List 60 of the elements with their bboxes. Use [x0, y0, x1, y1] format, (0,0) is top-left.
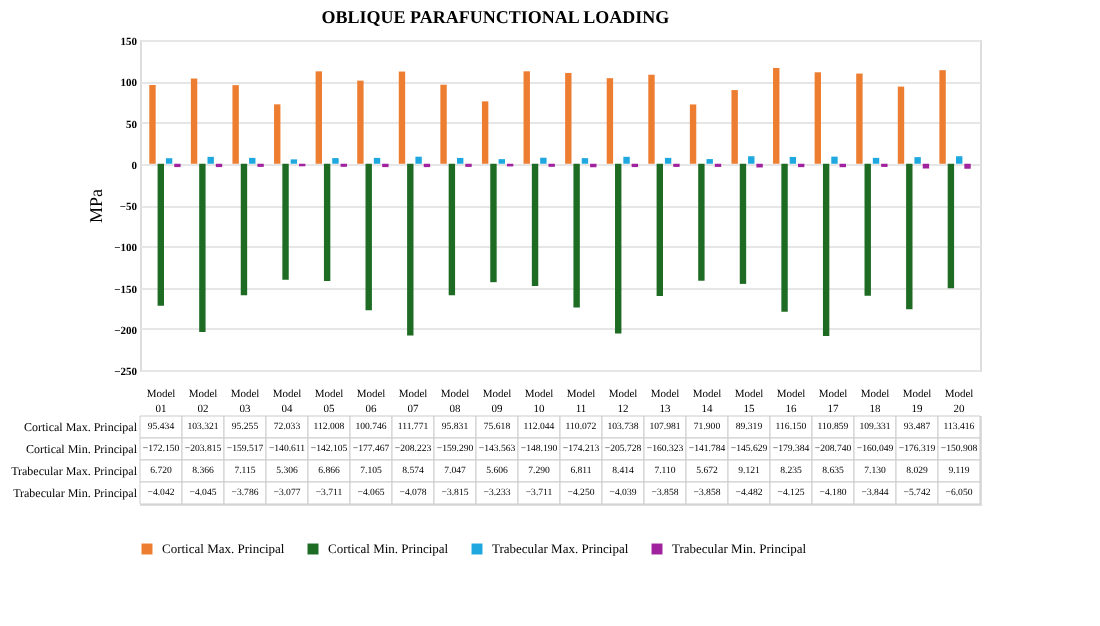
bar [698, 163, 705, 281]
bar [831, 156, 838, 164]
bar [689, 104, 697, 164]
bar [332, 158, 339, 164]
bar [407, 163, 414, 336]
bar [190, 78, 198, 164]
bar [531, 163, 539, 287]
bar [581, 158, 589, 164]
bar [623, 156, 630, 164]
bar [357, 80, 364, 164]
bar [540, 157, 547, 164]
bar [199, 163, 206, 332]
bar [323, 163, 331, 281]
bar [490, 163, 497, 283]
bar [773, 67, 780, 164]
bar [165, 158, 173, 164]
bar [573, 163, 580, 308]
bar [249, 157, 256, 164]
bar [440, 84, 447, 164]
bar [457, 157, 464, 164]
bar [365, 163, 372, 311]
bar [448, 163, 456, 296]
bar [648, 74, 655, 164]
y-axis-title: MPa [86, 188, 107, 224]
bar [207, 156, 214, 164]
bar [315, 71, 323, 164]
bar [282, 163, 289, 280]
bar [398, 71, 406, 164]
bar [906, 163, 913, 310]
bar [939, 70, 946, 164]
bar [964, 163, 971, 169]
bar [565, 72, 572, 164]
bar [615, 163, 622, 334]
bar [822, 163, 830, 336]
bar [274, 104, 281, 164]
bar [789, 156, 797, 164]
bar [864, 163, 871, 296]
bar [856, 73, 863, 164]
bar [956, 156, 963, 164]
bar [914, 157, 921, 164]
bar [232, 85, 239, 164]
bar [947, 163, 955, 289]
bar [606, 78, 614, 164]
bar [481, 101, 489, 164]
bar [149, 85, 156, 164]
bar [739, 163, 747, 284]
bar [157, 163, 164, 306]
bar [664, 157, 672, 164]
bar [415, 156, 422, 164]
bar [373, 157, 381, 164]
bar [872, 157, 880, 164]
bar [240, 163, 248, 296]
bar [897, 86, 905, 164]
bar [748, 156, 755, 164]
chart-title: OBLIQUE PARAFUNCTIONAL LOADING [321, 7, 670, 27]
bar [781, 163, 788, 312]
bar [656, 163, 663, 297]
bar [814, 72, 822, 164]
bar [731, 90, 738, 164]
bar [523, 71, 530, 164]
